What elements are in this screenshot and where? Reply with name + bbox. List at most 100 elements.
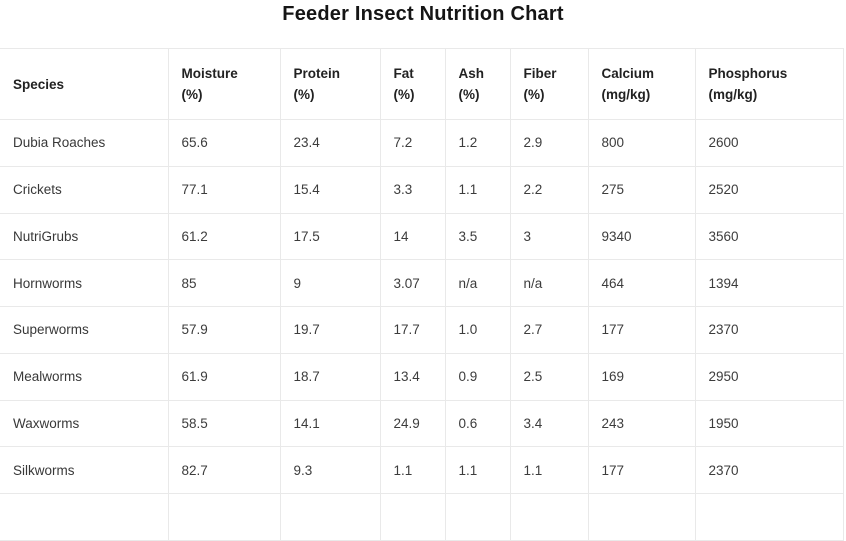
column-header-unit: (mg/kg) <box>708 87 758 102</box>
table-body: Dubia Roaches 65.6 23.4 7.2 1.2 2.9 800 2600 Cri… <box>0 119 844 541</box>
column-header-label: Moisture <box>181 66 238 81</box>
value-cell <box>510 493 589 541</box>
value-cell: 9.3 <box>280 446 381 494</box>
value-cell: 57.9 <box>168 306 281 354</box>
column-header-unit: (%) <box>458 87 480 102</box>
value-cell: 9340 <box>588 213 696 261</box>
column-header-moisture: Moisture (%) <box>168 48 281 120</box>
table-row-hornworms: Hornworms 85 9 3.07 n/a n/a 464 1394 <box>0 259 844 307</box>
value-cell: 800 <box>588 119 696 167</box>
value-cell <box>280 493 381 541</box>
species-cell: Superworms <box>0 306 169 354</box>
column-header-label: Ash <box>458 66 485 81</box>
value-cell <box>380 493 446 541</box>
table-row-silkworms: Silkworms 82.7 9.3 1.1 1.1 1.1 177 2370 <box>0 446 844 494</box>
value-cell: 2520 <box>695 166 844 214</box>
value-cell: 13.4 <box>380 353 446 401</box>
value-cell <box>695 493 844 541</box>
value-cell: 0.9 <box>445 353 511 401</box>
value-cell <box>445 493 511 541</box>
value-cell: 9 <box>280 259 381 307</box>
value-cell: 3.3 <box>380 166 446 214</box>
value-cell: 464 <box>588 259 696 307</box>
value-cell: 2.5 <box>510 353 589 401</box>
column-header-label: Protein <box>293 66 341 81</box>
value-cell: 1.1 <box>445 446 511 494</box>
value-cell: 1.2 <box>445 119 511 167</box>
species-cell: Silkworms <box>0 446 169 494</box>
column-header-label: Phosphorus <box>708 66 788 81</box>
value-cell: 17.7 <box>380 306 446 354</box>
table-row-dubia-roaches: Dubia Roaches 65.6 23.4 7.2 1.2 2.9 800 2600 <box>0 119 844 167</box>
header-row: Species Moisture (%) Protein (%) Fat (%) Ash (%)… <box>0 48 844 120</box>
value-cell: 3560 <box>695 213 844 261</box>
table-row-nutrigrubs: NutriGrubs 61.2 17.5 14 3.5 3 9340 3560 <box>0 213 844 261</box>
value-cell: 1394 <box>695 259 844 307</box>
value-cell: 3.5 <box>445 213 511 261</box>
species-cell: Dubia Roaches <box>0 119 169 167</box>
value-cell: 85 <box>168 259 281 307</box>
value-cell: 7.2 <box>380 119 446 167</box>
value-cell: 177 <box>588 446 696 494</box>
species-cell <box>0 493 169 541</box>
page: Feeder Insect Nutrition Chart Species Moi… <box>0 3 844 541</box>
value-cell: 2.9 <box>510 119 589 167</box>
value-cell: 177 <box>588 306 696 354</box>
column-header-unit: (%) <box>181 87 203 102</box>
column-header-label: Species <box>13 76 65 92</box>
nutrition-table: Species Moisture (%) Protein (%) Fat (%) Ash (%)… <box>0 48 844 541</box>
column-header-phosphorus: Phosphorus (mg/kg) <box>695 48 844 120</box>
value-cell: 0.6 <box>445 400 511 448</box>
value-cell: 24.9 <box>380 400 446 448</box>
table-row-crickets: Crickets 77.1 15.4 3.3 1.1 2.2 275 2520 <box>0 166 844 214</box>
species-cell: NutriGrubs <box>0 213 169 261</box>
value-cell: 2950 <box>695 353 844 401</box>
value-cell <box>168 493 281 541</box>
column-header-unit: (mg/kg) <box>601 87 651 102</box>
value-cell: 18.7 <box>280 353 381 401</box>
value-cell: 243 <box>588 400 696 448</box>
value-cell: 2.2 <box>510 166 589 214</box>
value-cell: 1.1 <box>445 166 511 214</box>
value-cell: 1.0 <box>445 306 511 354</box>
column-header-protein: Protein (%) <box>280 48 381 120</box>
column-header-unit: (%) <box>293 87 315 102</box>
value-cell: 2370 <box>695 306 844 354</box>
column-header-species: Species <box>0 48 169 120</box>
value-cell: 14.1 <box>280 400 381 448</box>
value-cell: 17.5 <box>280 213 381 261</box>
value-cell: 61.9 <box>168 353 281 401</box>
value-cell: 77.1 <box>168 166 281 214</box>
value-cell: 3 <box>510 213 589 261</box>
species-cell: Waxworms <box>0 400 169 448</box>
value-cell: 3.07 <box>380 259 446 307</box>
column-header-fat: Fat (%) <box>380 48 446 120</box>
value-cell: n/a <box>445 259 511 307</box>
value-cell: 1.1 <box>510 446 589 494</box>
table-row-partial <box>0 493 844 541</box>
value-cell: 58.5 <box>168 400 281 448</box>
species-cell: Hornworms <box>0 259 169 307</box>
species-cell: Crickets <box>0 166 169 214</box>
value-cell: 275 <box>588 166 696 214</box>
value-cell: 1.1 <box>380 446 446 494</box>
table-row-waxworms: Waxworms 58.5 14.1 24.9 0.6 3.4 243 1950 <box>0 400 844 448</box>
value-cell: 19.7 <box>280 306 381 354</box>
value-cell: 3.4 <box>510 400 589 448</box>
value-cell: 2370 <box>695 446 844 494</box>
column-header-unit: (%) <box>523 87 545 102</box>
column-header-label: Calcium <box>601 66 655 81</box>
column-header-label: Fiber <box>523 66 557 81</box>
value-cell: 2600 <box>695 119 844 167</box>
column-header-calcium: Calcium (mg/kg) <box>588 48 696 120</box>
column-header-unit: (%) <box>393 87 415 102</box>
column-header-label: Fat <box>393 66 414 81</box>
value-cell: 15.4 <box>280 166 381 214</box>
value-cell: 2.7 <box>510 306 589 354</box>
value-cell: 14 <box>380 213 446 261</box>
value-cell: 65.6 <box>168 119 281 167</box>
value-cell: 1950 <box>695 400 844 448</box>
table-header: Species Moisture (%) Protein (%) Fat (%) Ash (%)… <box>0 48 844 120</box>
value-cell: 23.4 <box>280 119 381 167</box>
column-header-ash: Ash (%) <box>445 48 511 120</box>
